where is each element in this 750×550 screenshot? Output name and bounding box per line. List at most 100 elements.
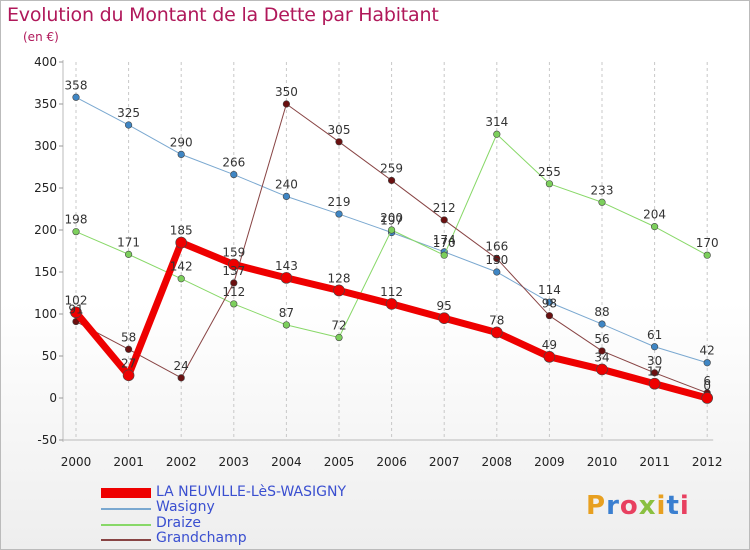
y-tick-label: 100 (34, 307, 57, 321)
data-label: 198 (65, 213, 88, 227)
data-label: 350 (275, 85, 298, 99)
legend-swatch-draize (101, 524, 151, 526)
data-point (177, 374, 185, 382)
legend-item-la-neuville: LA NEUVILLE-LèS-WASIGNY (101, 484, 401, 502)
x-tick-label: 2010 (587, 455, 618, 469)
data-label: 212 (433, 201, 456, 215)
data-point (493, 130, 501, 138)
data-point (701, 392, 714, 404)
data-point (124, 345, 133, 353)
data-label: 58 (121, 330, 136, 344)
y-tick-label: 300 (34, 139, 57, 153)
data-label: 61 (647, 328, 662, 342)
data-label: 305 (328, 123, 351, 137)
data-point (388, 176, 396, 185)
data-point (230, 300, 238, 308)
data-label: 259 (380, 161, 403, 175)
data-point (598, 320, 606, 328)
x-tick-label: 2005 (324, 455, 355, 469)
data-point (493, 268, 501, 276)
data-label: 233 (591, 183, 614, 197)
x-tick-label: 2000 (61, 455, 92, 469)
data-label: 112 (222, 285, 245, 299)
data-label: 27 (121, 356, 136, 370)
y-tick-label: 0 (49, 391, 57, 405)
unit-label: (en €) (23, 30, 59, 44)
data-point (545, 298, 554, 306)
data-label: 197 (380, 214, 403, 228)
data-point (650, 343, 659, 351)
data-label: 255 (538, 165, 561, 179)
data-point (703, 359, 711, 367)
data-point (70, 306, 82, 319)
x-tick-label: 2004 (271, 455, 302, 469)
data-point (124, 121, 133, 129)
data-label: 98 (542, 297, 557, 311)
y-tick-label: 150 (34, 265, 57, 279)
legend-item-wasigny: Wasigny (101, 499, 401, 517)
legend-swatch-la-neuville (101, 488, 151, 498)
data-label: 266 (222, 156, 245, 170)
data-point (648, 377, 661, 390)
data-point (175, 236, 187, 249)
x-tick-label: 2003 (219, 455, 250, 469)
data-label: 49 (542, 338, 557, 352)
data-label: 34 (594, 350, 609, 364)
data-point (438, 312, 451, 325)
data-point (440, 216, 448, 224)
x-tick-label: 2002 (166, 455, 197, 469)
data-label: 137 (222, 264, 245, 278)
legend-swatch-wasigny (101, 508, 151, 510)
data-label: 159 (222, 245, 245, 259)
data-label: 72 (331, 319, 346, 333)
data-point (493, 254, 501, 263)
legend-label-wasigny: Wasigny (156, 499, 215, 515)
data-point (335, 210, 343, 218)
data-point (385, 298, 398, 310)
x-tick-label: 2007 (429, 455, 460, 469)
data-point (650, 223, 659, 231)
data-label: 143 (275, 259, 298, 273)
data-point (122, 369, 135, 382)
data-point (490, 326, 503, 339)
data-label: 325 (117, 106, 140, 120)
data-point (545, 312, 554, 320)
data-point (282, 321, 291, 329)
data-label: 290 (170, 135, 193, 149)
data-label: 204 (643, 208, 666, 222)
data-label: 358 (65, 78, 88, 92)
data-label: 166 (485, 240, 508, 254)
data-point (72, 228, 80, 236)
proxiti-logo: Proxiti (586, 491, 690, 521)
data-point (230, 170, 238, 179)
data-point (177, 275, 185, 283)
data-label: 112 (380, 285, 403, 299)
data-point (280, 272, 293, 284)
data-point (650, 369, 659, 377)
data-label: 102 (65, 293, 88, 307)
y-tick-label: -50 (37, 433, 57, 447)
legend-label-la-neuville: LA NEUVILLE-LèS-WASIGNY (156, 484, 346, 500)
data-point (124, 250, 133, 258)
data-label: 30 (647, 354, 662, 368)
data-point (335, 138, 343, 146)
data-label: 24 (174, 359, 189, 373)
data-label: 91 (68, 303, 83, 317)
x-tick-label: 2009 (534, 455, 565, 469)
data-label: 171 (117, 235, 140, 249)
y-tick-label: 50 (42, 349, 57, 363)
legend-label-grandchamp: Grandchamp (156, 530, 247, 546)
data-point (545, 180, 554, 188)
legend-item-draize: Draize (101, 515, 401, 533)
x-tick-label: 2008 (482, 455, 513, 469)
data-point (335, 333, 343, 342)
data-label: 170 (696, 236, 719, 250)
data-label: 95 (437, 299, 452, 313)
y-tick-label: 250 (34, 181, 57, 195)
data-label: 314 (485, 115, 508, 129)
legend-swatch-grandchamp (101, 539, 151, 541)
x-tick-label: 2001 (113, 455, 144, 469)
data-label: 170 (433, 236, 456, 250)
data-label: 240 (275, 177, 298, 191)
